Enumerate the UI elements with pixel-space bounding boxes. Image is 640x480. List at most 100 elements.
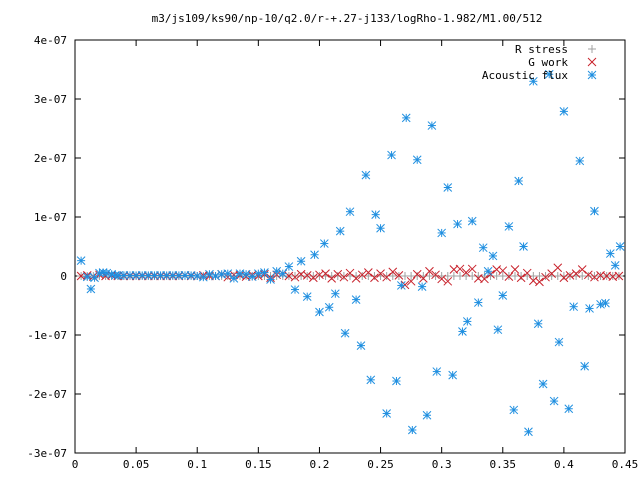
y-tick-label: -3e-07 xyxy=(27,447,67,460)
data-point xyxy=(335,226,345,236)
data-point xyxy=(370,273,379,283)
x-tick-label: 0.4 xyxy=(554,458,574,471)
data-point xyxy=(382,272,392,282)
x-tick-label: 0.3 xyxy=(432,458,452,471)
data-point xyxy=(514,176,524,186)
data-point xyxy=(590,206,599,216)
data-point xyxy=(296,256,306,266)
data-point xyxy=(544,69,554,79)
data-point xyxy=(549,396,559,406)
data-point xyxy=(541,272,550,282)
data-point xyxy=(483,266,493,276)
data-point xyxy=(425,266,434,276)
data-point xyxy=(516,273,526,283)
data-point xyxy=(339,272,349,282)
data-point xyxy=(417,282,427,291)
data-point xyxy=(356,341,366,350)
legend-label: G work xyxy=(528,56,568,69)
data-point xyxy=(327,274,337,283)
data-point xyxy=(437,228,447,238)
x-tick-label: 0.1 xyxy=(187,458,207,471)
data-point xyxy=(357,270,367,280)
data-point xyxy=(590,272,599,282)
data-point xyxy=(535,277,544,287)
data-point xyxy=(363,268,373,277)
data-point xyxy=(400,280,410,290)
data-point xyxy=(467,216,477,226)
data-point xyxy=(412,155,422,165)
data-point xyxy=(533,319,543,329)
data-point xyxy=(478,243,488,253)
data-point xyxy=(168,271,178,280)
data-point xyxy=(583,270,593,280)
data-point xyxy=(156,271,165,280)
data-point xyxy=(376,269,385,278)
data-point xyxy=(310,250,319,260)
data-point xyxy=(345,207,355,217)
data-point xyxy=(453,219,462,229)
data-point xyxy=(448,370,458,380)
plot-frame xyxy=(74,39,626,454)
data-point xyxy=(559,273,569,283)
data-point xyxy=(290,272,300,282)
data-point xyxy=(443,183,453,192)
x-tick-label: 0.2 xyxy=(310,458,330,471)
data-point xyxy=(192,271,202,281)
data-point xyxy=(351,274,361,283)
data-point xyxy=(615,242,625,251)
data-point xyxy=(229,274,239,283)
data-point xyxy=(418,274,428,283)
data-point xyxy=(575,156,585,166)
data-point xyxy=(580,361,590,371)
x-tick-label: 0.25 xyxy=(367,458,394,471)
data-point xyxy=(340,328,350,338)
data-point xyxy=(345,268,355,278)
data-point xyxy=(522,268,532,278)
data-point xyxy=(394,271,404,280)
legend-marker xyxy=(587,57,597,67)
data-point xyxy=(559,107,569,116)
data-point xyxy=(76,256,86,266)
data-point xyxy=(528,76,538,86)
x-tick-label: 0.05 xyxy=(123,458,150,471)
data-point xyxy=(302,292,312,302)
y-tick-label: -2e-07 xyxy=(27,388,67,401)
data-point xyxy=(278,269,288,278)
data-point xyxy=(437,274,447,284)
x-tick-label: 0.45 xyxy=(612,458,639,471)
data-point xyxy=(211,271,220,281)
data-point xyxy=(371,210,381,219)
data-point xyxy=(330,289,340,299)
x-tick-label: 0.15 xyxy=(245,458,272,471)
data-point xyxy=(504,272,514,281)
data-point xyxy=(519,242,528,251)
data-point xyxy=(406,276,416,286)
data-point xyxy=(387,150,396,160)
data-point xyxy=(260,268,269,277)
data-point xyxy=(462,317,472,326)
y-tick-label: 2e-07 xyxy=(34,152,67,165)
data-point xyxy=(443,276,453,286)
data-point xyxy=(614,271,624,281)
data-point xyxy=(510,265,520,274)
data-point xyxy=(554,337,564,347)
data-point xyxy=(458,327,467,336)
series-acoustic-flux xyxy=(76,69,625,437)
data-point xyxy=(480,274,489,284)
data-point xyxy=(431,270,440,280)
data-point xyxy=(401,113,411,123)
data-point xyxy=(509,405,519,415)
data-point xyxy=(315,307,324,317)
data-point xyxy=(321,269,330,278)
data-point xyxy=(396,281,406,290)
y-tick-label: 0 xyxy=(60,270,67,283)
data-point xyxy=(351,295,361,304)
data-point xyxy=(266,275,275,284)
legend-marker xyxy=(587,70,597,80)
data-point xyxy=(82,272,92,282)
data-point xyxy=(461,268,471,277)
y-tick-label: 3e-07 xyxy=(34,93,67,106)
data-point xyxy=(102,268,112,278)
legend-label: R stress xyxy=(515,43,568,56)
data-point xyxy=(382,409,392,418)
